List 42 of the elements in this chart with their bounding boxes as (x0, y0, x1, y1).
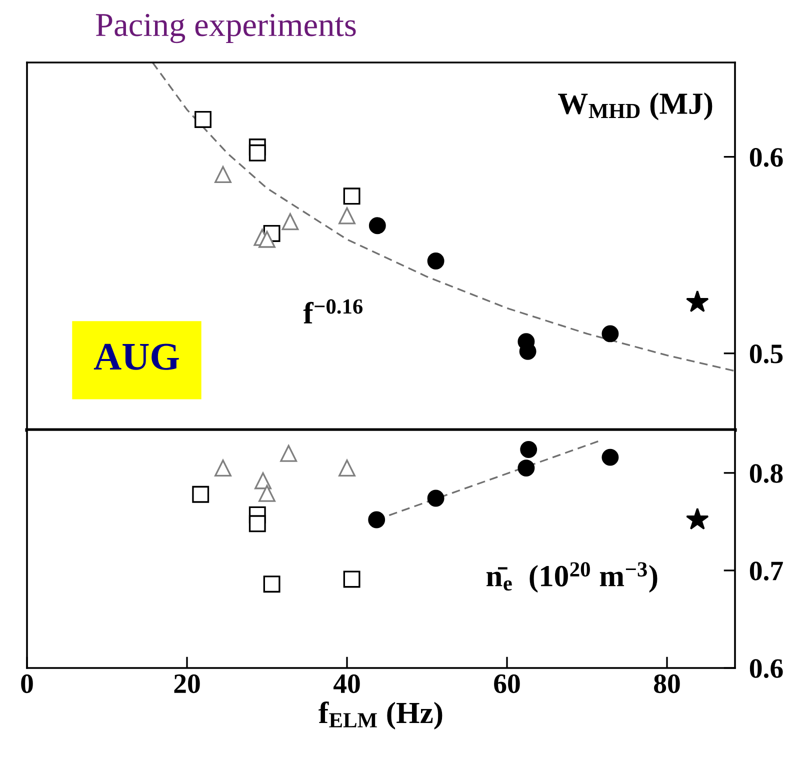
x-tick-label: 80 (654, 674, 680, 694)
point (248, 144, 266, 162)
annotation: n̄$_{e}$ (10$^{20}$ m$^{−3}$) (486, 562, 658, 593)
y-tick-label: 0.8 (750, 464, 783, 483)
point (343, 570, 360, 588)
annotation: W$_{MHD}$ (MJ) (558, 92, 712, 120)
point (368, 511, 386, 528)
point (520, 441, 538, 458)
x-axis-title: f$_{ELM}$ (Hz) (318, 702, 442, 730)
point (192, 486, 210, 503)
point (248, 515, 266, 532)
annotation: AUG (94, 344, 179, 370)
point (214, 166, 232, 183)
point (254, 472, 272, 490)
annotation: f$^{−0.16}$ (303, 299, 363, 324)
point (263, 576, 280, 593)
point (368, 217, 386, 234)
y-tick-label: 0.5 (750, 344, 783, 364)
x-tick-label: 20 (174, 674, 200, 694)
point (338, 207, 356, 224)
point (427, 252, 444, 270)
point (686, 508, 709, 530)
chart-title: Pacing experiments (96, 14, 356, 44)
y-tick-label: 0.7 (750, 562, 783, 580)
y-tick-label: 0.6 (750, 148, 783, 167)
y-tick-label: 0.6 (750, 659, 783, 678)
point (602, 448, 619, 466)
point (258, 230, 276, 248)
point (427, 490, 444, 507)
x-tick-label: 0 (21, 674, 33, 694)
point (214, 460, 232, 477)
point (343, 188, 360, 205)
point (338, 460, 356, 477)
point (282, 213, 299, 230)
point (518, 460, 535, 477)
point (686, 290, 709, 312)
x-tick-label: 40 (333, 674, 360, 694)
point (194, 111, 212, 128)
point (258, 484, 276, 502)
point (602, 325, 619, 342)
point (280, 444, 298, 462)
x-tick-label: 60 (494, 674, 520, 694)
